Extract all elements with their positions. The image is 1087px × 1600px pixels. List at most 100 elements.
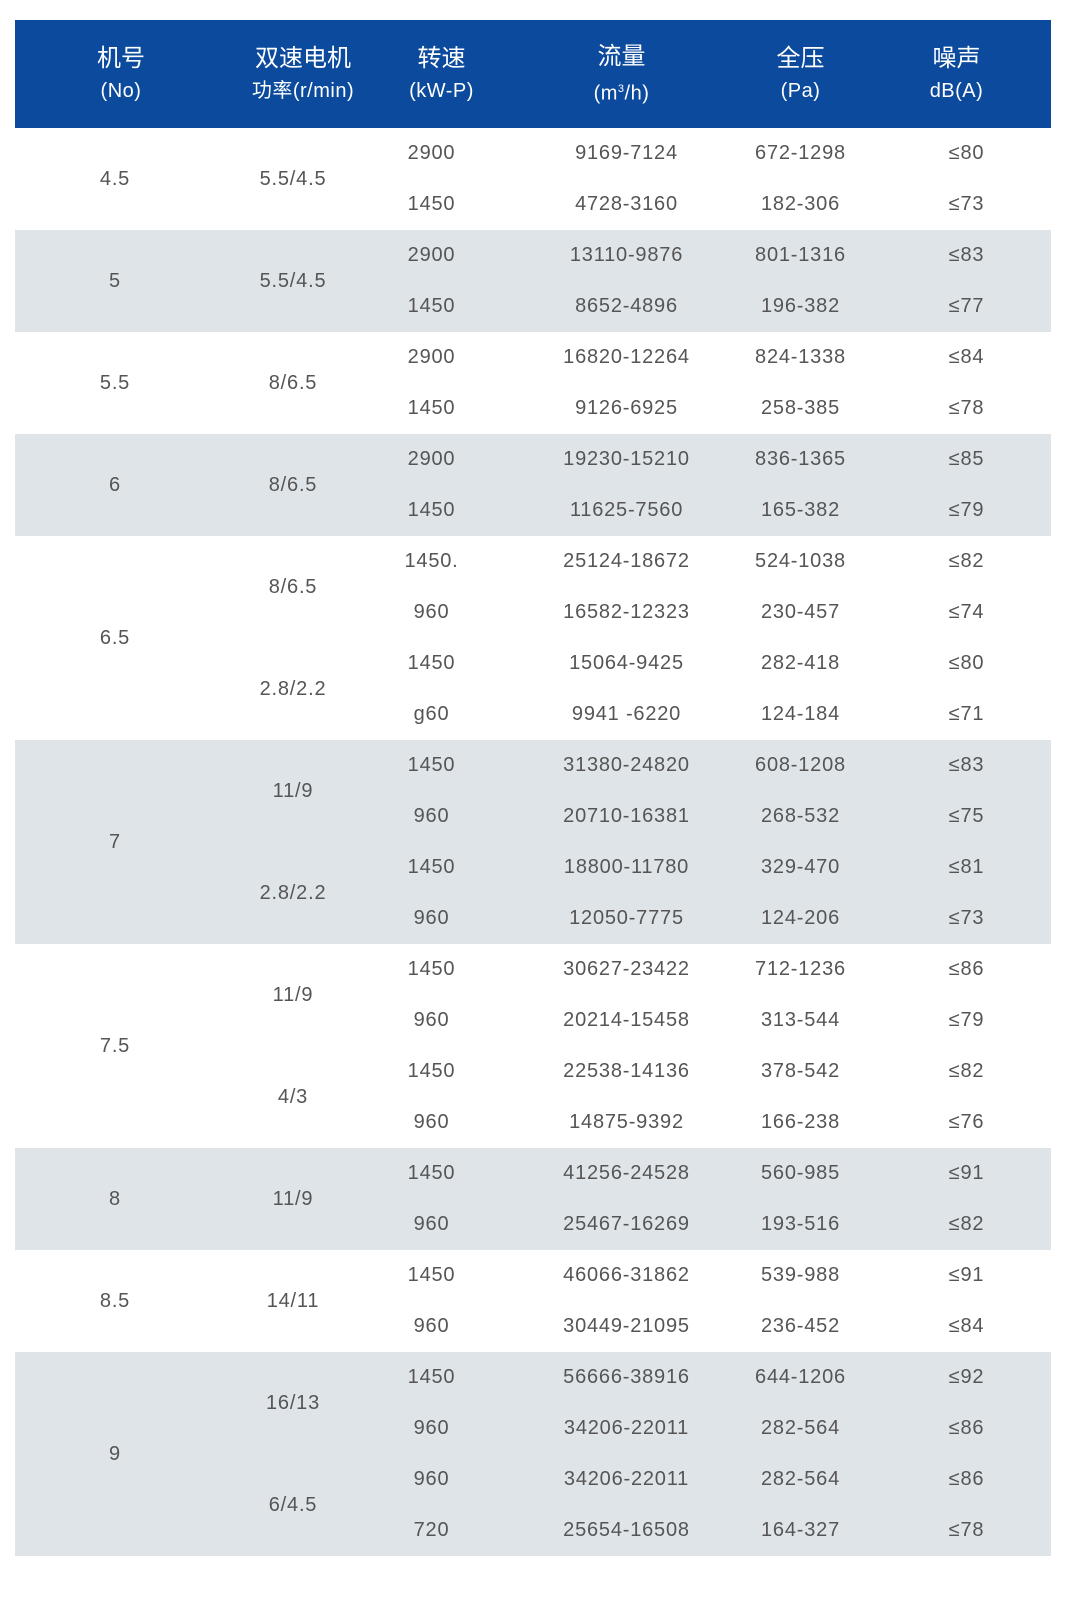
- cell-motor-power: 11/9: [272, 983, 314, 1006]
- cell-pressure: 378-542: [761, 1060, 840, 1082]
- header-title: 双速电机: [255, 45, 351, 72]
- table-body: 4.5 5.5/4.5 2900 9169-7124 672-1298 ≤80 1450 47…: [15, 128, 1051, 1556]
- cell-pressure: 524-1038: [755, 550, 846, 572]
- cell-noise: ≤92: [862, 1352, 1051, 1403]
- cell-pressure: 124-184: [761, 703, 840, 725]
- cell-speed: 1450: [379, 281, 504, 332]
- table-row: 960 25467-16269 193-516 ≤82: [15, 1199, 1051, 1250]
- cell-pressure: 165-382: [739, 485, 862, 536]
- cell-motor-power: 8/6.5: [268, 575, 318, 598]
- cell-pressure: 166-238: [761, 1111, 840, 1133]
- table-row: 5 5.5/4.5 2900 13110-9876 801-1316 ≤83: [15, 230, 1051, 332]
- table-row: 1450 4728-3160 182-306 ≤73: [15, 179, 1051, 230]
- header-sub: dB(A): [929, 80, 984, 102]
- cell-flow: 25654-16508: [504, 1505, 739, 1556]
- cell-speed: 960: [379, 1403, 504, 1454]
- cell-noise: ≤76: [948, 1111, 985, 1133]
- cell-pressure: 560-985: [739, 1148, 862, 1199]
- cell-speed: 1450: [379, 485, 504, 536]
- cell-speed: 960: [379, 791, 504, 842]
- cell-pressure: 230-457: [761, 601, 840, 623]
- table-row: 7.5 11/9 1450 30627-23422 712-1236 ≤86: [15, 944, 1051, 1057]
- cell-flow: 25467-16269: [504, 1199, 739, 1250]
- cell-motor-power: 2.8/2.2: [227, 842, 379, 944]
- cell-flow: 4728-3160: [575, 193, 678, 215]
- cell-speed: 960: [379, 1199, 504, 1250]
- header-sub-post: /h): [624, 82, 650, 105]
- cell-motor-power: 2.8/2.2: [259, 677, 327, 700]
- cell-flow: 30627-23422: [563, 958, 690, 980]
- cell-noise: ≤82: [948, 550, 985, 572]
- cell-speed: 960: [379, 1454, 504, 1505]
- cell-speed: 1450: [407, 193, 456, 215]
- cell-no: 6: [15, 434, 227, 536]
- cell-noise: ≤84: [948, 346, 985, 368]
- table-row: 960 34206-22011 282-564 ≤86: [15, 1403, 1051, 1454]
- cell-pressure: 282-564: [739, 1403, 862, 1454]
- cell-flow: 46066-31862: [563, 1264, 690, 1286]
- cell-pressure: 236-452: [761, 1315, 840, 1337]
- cell-flow: 20710-16381: [504, 791, 739, 842]
- cell-pressure: 824-1338: [755, 346, 846, 368]
- cell-noise: ≤83: [862, 230, 1051, 281]
- table-row: 2.8/2.2 1450 18800-11780 329-470 ≤81: [15, 842, 1051, 944]
- cell-pressure: 124-206: [739, 893, 862, 944]
- cell-motor-power: 16/13: [227, 1352, 379, 1454]
- cell-speed: 2900: [407, 346, 456, 368]
- header-title: 转速: [417, 45, 466, 72]
- table-row: 1450 8652-4896 196-382 ≤77: [15, 281, 1051, 332]
- cell-speed: 2900: [379, 230, 504, 281]
- cell-pressure: 329-470: [739, 842, 862, 893]
- table-row: 8 11/9 1450 41256-24528 560-985 ≤91: [15, 1148, 1051, 1250]
- cell-pressure: 164-327: [739, 1505, 862, 1556]
- header-flow: 流量 (m3/h): [504, 20, 739, 128]
- header-title: 流量: [597, 42, 646, 70]
- cell-no: 4.5: [99, 167, 131, 190]
- cell-speed: 1450: [407, 958, 456, 980]
- cell-no: 6.5: [99, 626, 131, 649]
- cell-noise: ≤86: [862, 1403, 1051, 1454]
- cell-speed: 1450: [379, 1352, 504, 1403]
- cell-pressure: 282-418: [761, 652, 840, 674]
- table-row: 5.5 8/6.5 2900 16820-12264 824-1338 ≤84: [15, 332, 1051, 394]
- cell-speed: 1450: [407, 1264, 456, 1286]
- table-row: 6/4.5 960 34206-22011 282-564 ≤86: [15, 1454, 1051, 1556]
- cell-flow: 12050-7775: [504, 893, 739, 944]
- cell-noise: ≤80: [948, 652, 985, 674]
- header-sub: (No): [100, 80, 142, 102]
- cell-flow: 9169-7124: [575, 142, 678, 164]
- cell-flow: 30449-21095: [563, 1315, 690, 1337]
- table-row: 7 11/9 1450 31380-24820 608-1208 ≤83: [15, 740, 1051, 944]
- fan-spec-table: 机号 (No) 双速电机 功率(r/min) 转速 (kW-P) 流量 (m3/h) 全…: [15, 20, 1051, 1556]
- table-row: 960 30449-21095 236-452 ≤84: [15, 1301, 1051, 1352]
- cell-motor-power: 14/11: [266, 1289, 320, 1312]
- header-sub-pre: (m: [593, 82, 618, 105]
- table-row: 6.5 8/6.5 1450. 25124-18672 524-1038 ≤82: [15, 536, 1051, 649]
- cell-pressure: 196-382: [739, 281, 862, 332]
- cell-motor-power: 11/9: [227, 1148, 379, 1250]
- cell-flow: 9126-6925: [575, 397, 678, 419]
- header-motor-power: 双速电机 功率(r/min): [227, 20, 379, 128]
- cell-noise: ≤91: [862, 1148, 1051, 1199]
- header-title: 全压: [776, 45, 825, 72]
- header-speed: 转速 (kW-P): [379, 20, 504, 128]
- cell-pressure: 193-516: [739, 1199, 862, 1250]
- table-row: 960 20214-15458 313-544 ≤79: [15, 995, 1051, 1046]
- table-row: 960 12050-7775 124-206 ≤73: [15, 893, 1051, 944]
- cell-speed: 960: [413, 601, 450, 623]
- table-row: 8.5 14/11 1450 46066-31862 539-988 ≤91: [15, 1250, 1051, 1312]
- cell-noise: ≤77: [862, 281, 1051, 332]
- table-row: g60 9941 -6220 124-184 ≤71: [15, 689, 1051, 740]
- cell-pressure: 313-544: [761, 1009, 840, 1031]
- cell-flow: 16820-12264: [563, 346, 690, 368]
- cell-noise: ≤78: [862, 1505, 1051, 1556]
- header-title: 机号: [97, 45, 145, 72]
- cell-flow: 25124-18672: [563, 550, 690, 572]
- cell-flow: 22538-14136: [563, 1060, 690, 1082]
- cell-flow: 31380-24820: [504, 740, 739, 791]
- cell-noise: ≤91: [948, 1264, 985, 1286]
- cell-flow: 34206-22011: [504, 1454, 739, 1505]
- table-row: 1450 11625-7560 165-382 ≤79: [15, 485, 1051, 536]
- cell-pressure: 182-306: [761, 193, 840, 215]
- cell-speed: 960: [413, 1009, 450, 1031]
